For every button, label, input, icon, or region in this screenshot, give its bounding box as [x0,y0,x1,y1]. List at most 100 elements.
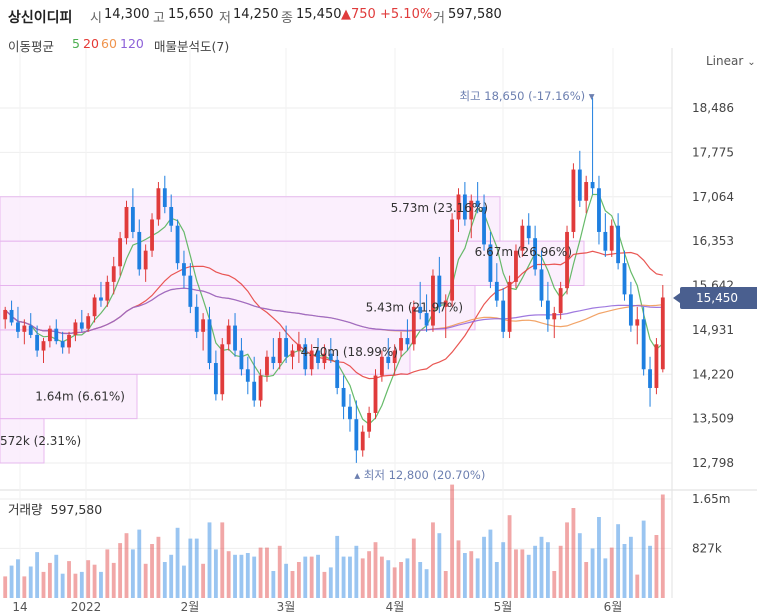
volume-bar [418,562,423,598]
chart-labels: 18,48617,77517,06416,35315,64214,93114,2… [0,89,734,612]
candle-body [635,319,640,326]
volume-bar [558,545,563,598]
volume-bar [450,484,455,598]
volume-bar [545,542,550,598]
volume-bar [526,554,531,598]
candle-body [245,369,250,382]
candle-body [577,169,582,201]
volume-bar [590,548,595,598]
volume-bar [411,538,416,598]
volume-bar [482,536,486,598]
volume-profile-label[interactable]: 매물분석도(7) [154,39,230,54]
ma-5: 5 [72,36,80,51]
volume-bar [226,551,231,598]
volume-bars [3,484,665,598]
volume-bar [137,529,142,598]
volume-bar [124,533,129,598]
candle-body [277,338,282,364]
volume-panel-value: 597,580 [50,502,103,517]
candle-body [28,325,33,335]
change-value: ▲750 [341,7,376,22]
volume-bar [162,562,167,598]
candle-body [552,313,557,320]
candle-body [3,309,8,320]
volume-bar [322,571,327,598]
candle-body [150,219,154,251]
volume-bar [603,558,608,598]
y-tick-label: 12,798 [692,456,734,470]
volume-bar [616,524,621,598]
candle-body [118,238,123,267]
y-tick-label: 16,353 [692,234,734,248]
candle-body [462,194,467,220]
scale-toggle-button[interactable]: Linear ⌄ [706,54,756,68]
x-tick-label: 4월 [386,600,405,612]
volume-bar [105,549,110,598]
candle-body [590,182,595,189]
volume-label: 거 [433,11,445,26]
candle-body [54,328,59,342]
candle-body [641,319,646,370]
candle-body [188,275,193,307]
candle-body [175,225,180,264]
volume-bar [271,571,276,598]
candle-body [597,188,601,232]
candle-body [411,306,416,345]
volume-bar [648,545,652,598]
open-value: 14,300 [104,7,150,22]
candle-body [539,269,544,301]
x-tick-label: 3월 [277,600,296,612]
candle-body [514,250,518,282]
candle-body [616,225,621,264]
candle-body [35,334,40,351]
volume-bar [501,542,506,598]
candle-body [79,322,84,329]
volume-bar [533,545,538,598]
candle-body [520,225,525,251]
volume-bar [92,564,97,598]
candle-body [431,275,435,326]
candle-body [354,419,359,451]
volume-bar [41,571,46,598]
volume-bar [150,544,154,598]
candle-body [405,338,410,345]
candle-body [399,338,403,351]
scale-label: Linear [706,54,744,68]
volume-profile [0,196,585,464]
volume-bar [265,547,269,598]
candle-body [194,306,199,332]
candle-body [105,281,110,301]
y-tick-label: 14,220 [692,367,734,381]
candle-body [418,306,423,314]
volume-bar [175,527,180,598]
stock-name[interactable]: 상신이디피 [8,10,73,26]
candle-body [182,263,186,276]
y-tick-label: 17,775 [692,145,734,159]
volume-bar [514,549,518,598]
volume-bar [303,556,308,598]
volume-bar [641,520,646,598]
candle-body [456,194,461,220]
candle-body [252,381,257,401]
candle-body [654,344,659,388]
volume-bar [99,571,103,598]
volume-bar [233,554,237,598]
volume-tick-label: 1.65m [692,492,730,506]
volume-bar [86,560,91,598]
volume-bar [475,558,480,598]
y-tick-label: 17,064 [692,190,734,204]
volume-profile-label: 1.64m (6.61%) [35,389,125,403]
volume-bar [552,571,557,598]
volume-bar [201,563,206,598]
candle-body [469,200,474,220]
x-tick-label: 14 [12,600,27,612]
candle-body [41,341,46,351]
volume-bar [507,515,512,598]
candle-body [60,341,65,348]
volume-bar [379,556,384,598]
candle-body [622,263,627,295]
candle-body [335,359,340,388]
chevron-down-icon: ⌄ [747,57,756,68]
candle-body [67,334,71,348]
